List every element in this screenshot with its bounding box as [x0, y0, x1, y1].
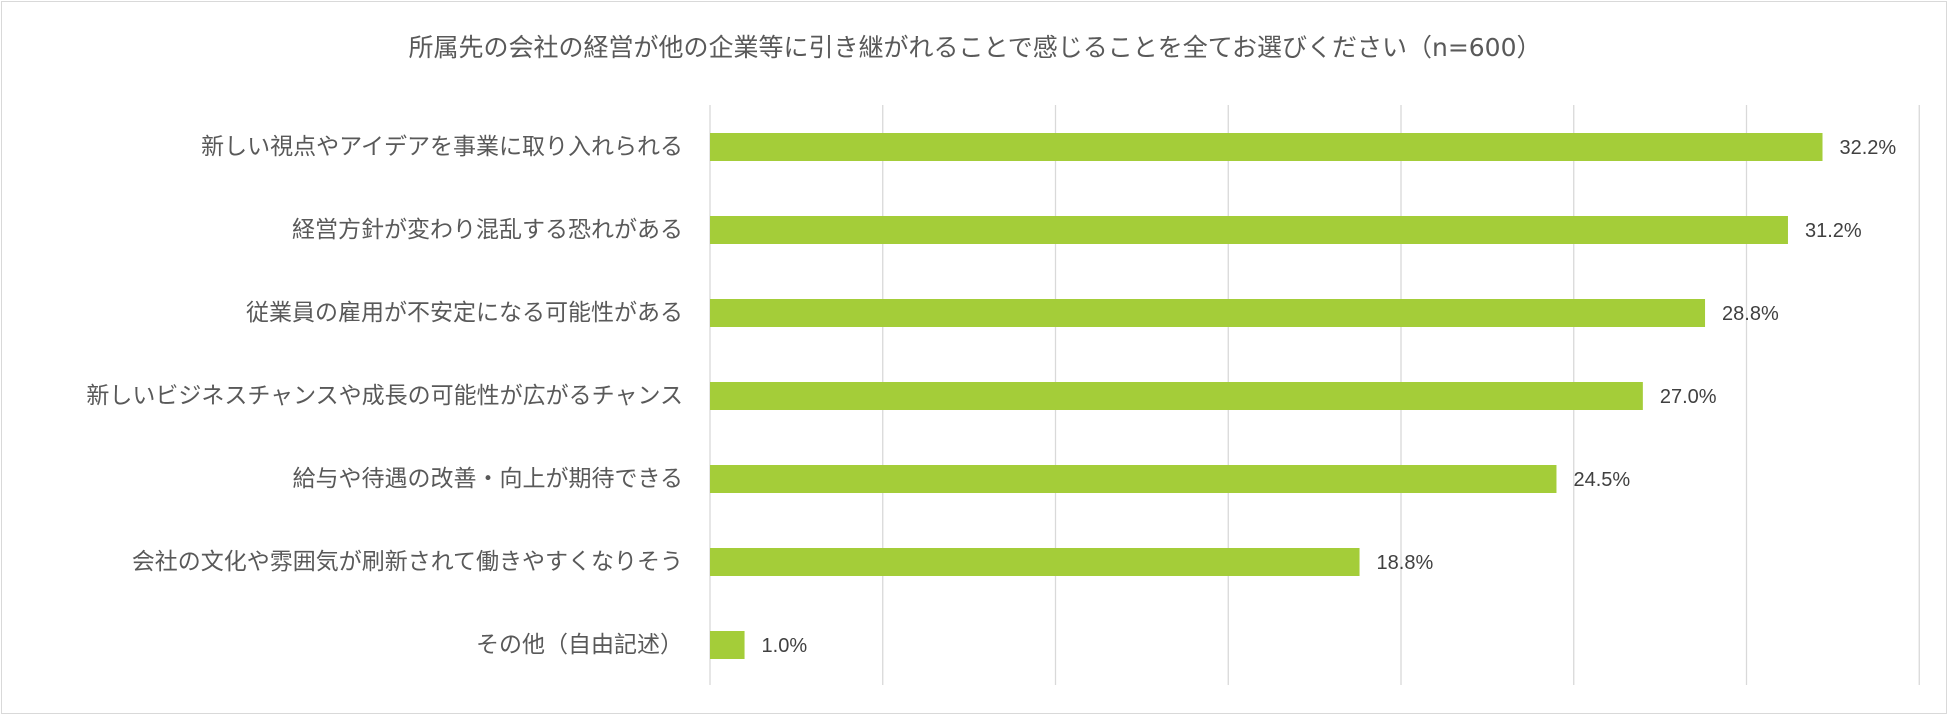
category-labels: 新しい視点やアイデアを事業に取り入れられる経営方針が変わり混乱する恐れがある従業…: [86, 134, 683, 658]
value-label: 28.8%: [1722, 303, 1779, 325]
category-label: 経営方針が変わり混乱する恐れがある: [292, 217, 683, 243]
bar: [710, 548, 1360, 576]
category-label: 新しいビジネスチャンスや成長の可能性が広がるチャンス: [86, 383, 683, 409]
category-label: その他（自由記述）: [476, 632, 683, 658]
bar: [710, 299, 1706, 327]
category-label: 従業員の雇用が不安定になる可能性がある: [246, 300, 683, 326]
value-label: 1.0%: [762, 635, 808, 657]
value-label: 32.2%: [1840, 137, 1897, 159]
bar: [710, 465, 1557, 493]
bars: [710, 133, 1823, 659]
value-label: 31.2%: [1805, 220, 1862, 242]
value-labels: 32.2% 31.2% 28.8% 27.0% 24.5% 18.8% 1.0%: [762, 137, 1897, 657]
category-label: 給与や待遇の改善・向上が期待できる: [292, 466, 683, 492]
category-label: 新しい視点やアイデアを事業に取り入れられる: [201, 134, 683, 160]
value-label: 24.5%: [1573, 469, 1630, 491]
chart-title: 所属先の会社の経営が他の企業等に引き継がれることで感じることを全てお選びください…: [408, 33, 1542, 62]
bar: [710, 631, 745, 659]
bar: [710, 216, 1788, 244]
category-label: 会社の文化や雰囲気が刷新されて働きやすくなりそう: [132, 549, 683, 575]
value-label: 18.8%: [1377, 552, 1434, 574]
bar: [710, 133, 1823, 161]
bar: [710, 382, 1643, 410]
value-label: 27.0%: [1660, 386, 1717, 408]
